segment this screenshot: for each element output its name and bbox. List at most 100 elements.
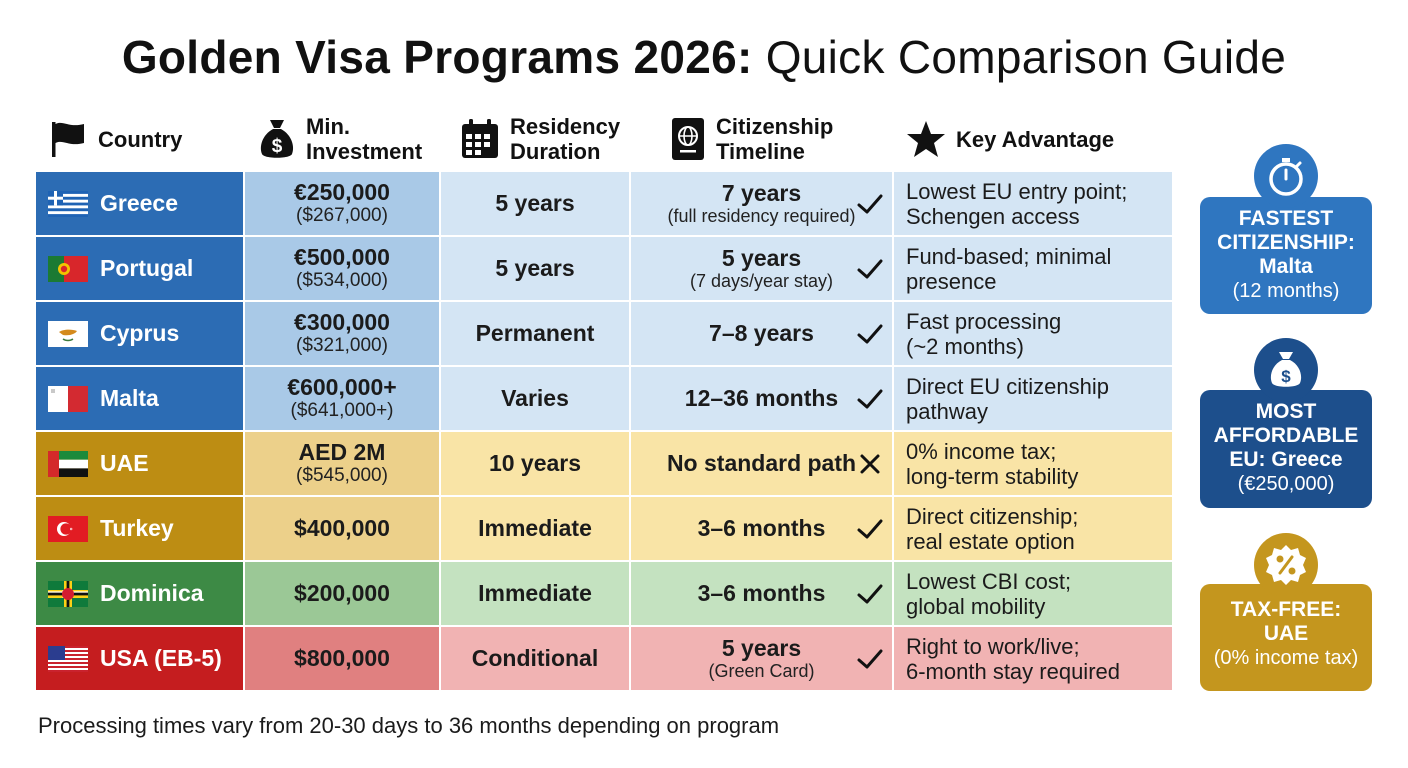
advantage-line: pathway [906,398,988,424]
callout-title: CITIZENSHIP: [1217,231,1355,254]
citizenship-cell: 7–8 years [631,302,894,365]
country-cell: Dominica [36,562,245,625]
advantage-line: presence [906,268,997,294]
residency-duration: 5 years [495,190,575,216]
calendar-icon [462,119,498,158]
country-name: Portugal [100,255,194,281]
citizenship-cell: 3–6 months [631,497,894,560]
investment-amount: AED 2M [298,439,386,465]
check-icon [857,194,883,214]
country-cell: UAE [36,432,245,495]
title-bold: Golden Visa Programs 2026: [121,31,753,83]
star-icon [907,121,945,157]
investment-amount: $200,000 [294,580,390,606]
country-cell: Malta [36,367,245,430]
investment-amount: €250,000 [294,179,390,205]
cross-icon [860,454,880,474]
callout-title: Malta [1259,255,1313,278]
uae-flag-icon [48,450,88,477]
comparison-table: Greece €250,000 ($267,000) 5 years 7 yea… [36,172,1172,692]
advantage-cell: Right to work/live; 6-month stay require… [894,627,1172,690]
passport-icon [672,118,704,160]
percent-badge-icon [1254,533,1318,597]
svg-text:$: $ [1281,367,1291,386]
citizenship-timeline: 3–6 months [697,515,826,541]
callout-subtitle: (0% income tax) [1213,647,1359,669]
page-title: Golden Visa Programs 2026: Quick Compari… [0,30,1408,84]
country-name: USA (EB-5) [100,645,222,671]
citizenship-note: (full residency required) [667,205,856,226]
country-name: UAE [100,450,149,476]
advantage-line: Direct EU citizenship [906,373,1109,399]
header-country-label: Country [98,126,183,152]
citizenship-timeline: 12–36 months [684,385,839,411]
callout-card: FASTEST CITIZENSHIP: Malta (12 months) [1200,197,1372,314]
header-advantage-label: Key Advantage [956,126,1115,152]
title-light: Quick Comparison Guide [765,31,1287,83]
advantage-line: (~2 months) [906,333,1024,359]
header-investment-line2: Investment [306,139,423,164]
citizenship-note: (Green Card) [708,660,815,681]
callout-title: AFFORDABLE [1213,424,1359,447]
advantage-line: 0% income tax; [906,438,1057,464]
investment-amount: €500,000 [294,244,390,270]
citizenship-cell: 12–36 months [631,367,894,430]
citizenship-cell: 3–6 months [631,562,894,625]
residency-duration: 5 years [495,255,575,281]
investment-cell: AED 2M ($545,000) [245,432,441,495]
investment-usd: ($534,000) [296,270,388,291]
cyprus-flag-icon [48,320,88,347]
header-residency: Residency Duration [460,112,620,166]
table-row: Cyprus €300,000 ($321,000) Permanent 7–8… [36,302,1172,365]
country-name: Turkey [100,515,174,541]
money-bag-icon: $ [1254,338,1318,402]
residency-cell: 5 years [441,172,631,235]
advantage-line: Fund-based; minimal [906,243,1112,269]
header-investment-line1: Min. [306,114,350,139]
residency-duration: Varies [501,385,569,411]
country-cell: Portugal [36,237,245,300]
country-cell: Turkey [36,497,245,560]
footer-note: Processing times vary from 20-30 days to… [38,713,780,738]
table-row: Turkey $400,000 Immediate 3–6 months Dir… [36,497,1172,560]
advantage-cell: Fund-based; minimal presence [894,237,1172,300]
investment-amount: $400,000 [294,515,390,541]
investment-cell: €500,000 ($534,000) [245,237,441,300]
investment-amount: €600,000+ [287,374,397,400]
advantage-line: Right to work/live; [906,633,1080,659]
check-icon [857,584,883,604]
country-cell: USA (EB-5) [36,627,245,690]
header-citizenship: Citizenship Timeline [670,112,833,166]
stopwatch-icon [1254,144,1318,208]
advantage-line: long-term stability [906,463,1079,489]
header-advantage: Key Advantage [906,112,1114,166]
table-row: Malta €600,000+ ($641,000+) Varies 12–36… [36,367,1172,430]
svg-text:$: $ [272,136,283,157]
citizenship-timeline: 5 years [721,244,802,271]
investment-cell: €250,000 ($267,000) [245,172,441,235]
usa-flag-icon [48,645,88,672]
callout-title: FASTEST [1238,207,1334,230]
country-name: Malta [100,385,159,411]
check-icon [857,324,883,344]
advantage-line: global mobility [906,593,1046,619]
country-cell: Greece [36,172,245,235]
callout-card: TAX-FREE: UAE (0% income tax) [1200,584,1372,691]
investment-cell: $800,000 [245,627,441,690]
citizenship-timeline: 5 years [721,634,802,661]
investment-amount: $800,000 [294,645,390,671]
citizenship-timeline: 7–8 years [709,320,814,346]
portugal-flag-icon [48,255,88,282]
residency-cell: Permanent [441,302,631,365]
advantage-cell: Fast processing (~2 months) [894,302,1172,365]
citizenship-timeline: 7 years [721,179,802,206]
residency-duration: Immediate [478,580,592,606]
citizenship-cell: 5 years (7 days/year stay) [631,237,894,300]
residency-duration: Immediate [478,515,592,541]
country-name: Dominica [100,580,204,606]
residency-cell: 5 years [441,237,631,300]
callout-card: MOST AFFORDABLE EU: Greece (€250,000) [1200,390,1372,508]
money-bag-icon: $ [260,120,294,158]
investment-cell: $200,000 [245,562,441,625]
residency-duration: Permanent [475,320,595,346]
